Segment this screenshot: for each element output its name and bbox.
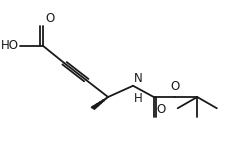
Text: HO: HO: [1, 39, 19, 52]
Text: N: N: [134, 72, 143, 85]
Text: O: O: [156, 103, 165, 116]
Text: O: O: [45, 12, 54, 25]
Text: O: O: [171, 81, 180, 93]
Text: H: H: [134, 92, 143, 105]
Polygon shape: [91, 97, 108, 109]
